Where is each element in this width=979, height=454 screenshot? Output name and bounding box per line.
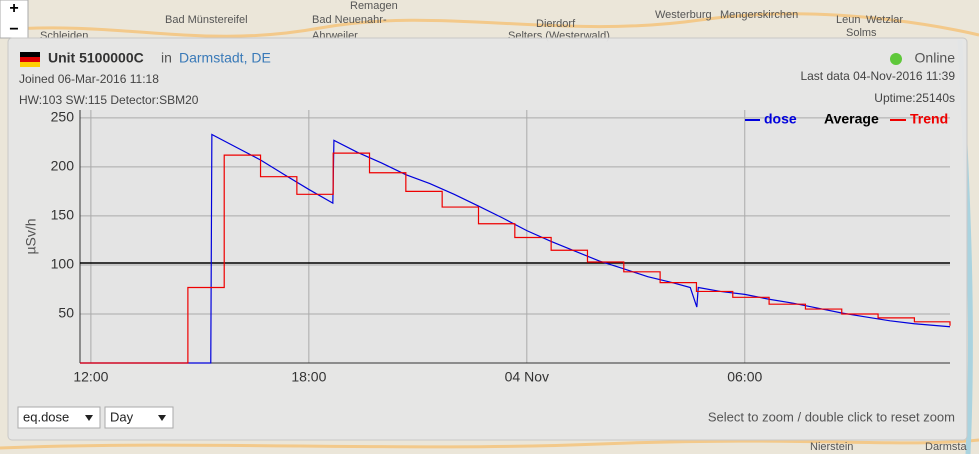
location-link[interactable]: Darmstadt, DE: [179, 50, 271, 66]
dropdown-arrow: [158, 415, 166, 421]
y-tick-label: 250: [51, 109, 75, 125]
chart[interactable]: 50 100 150 200 250 12:00 18:00 04 Nov 06:00 µSv/h…: [23, 109, 951, 385]
map-label: Solms: [846, 27, 877, 39]
period-value: Day: [110, 409, 134, 424]
status: Online: [915, 50, 956, 66]
series-line: [80, 152, 951, 364]
map-label: Remagen: [350, 0, 398, 12]
x-tick-label: 04 Nov: [505, 369, 549, 385]
uptime: Uptime:25140s: [874, 91, 955, 105]
map-label: Bad Münstereifel: [165, 14, 248, 26]
period-select[interactable]: [104, 406, 174, 429]
joined: Joined 06-Mar-2016 11:18: [19, 72, 159, 86]
y-tick-label: 150: [51, 207, 75, 223]
map-label: Bad Neuenahr-: [312, 14, 387, 26]
map-label: Leun: [836, 14, 860, 26]
unit-name: Unit 5100000C: [48, 50, 144, 66]
map-label: Darmsta: [925, 441, 967, 453]
x-tick-label: 06:00: [727, 369, 762, 385]
y-tick-label: 200: [51, 158, 75, 174]
zoom-out[interactable]: −: [9, 21, 18, 38]
hardware: HW:103 SW:115 Detector:SBM20: [19, 93, 199, 107]
measure-value: eq.dose: [23, 409, 69, 424]
legend-label: Average: [824, 111, 879, 127]
zoom-hint: Select to zoom / double click to reset z…: [708, 409, 955, 424]
status-dot: [890, 53, 902, 65]
y-axis-label: µSv/h: [23, 218, 39, 254]
flag: [20, 52, 40, 67]
dropdown-arrow: [85, 415, 93, 421]
in: in: [161, 50, 172, 66]
y-tick-label: 50: [58, 305, 74, 321]
zoom-in[interactable]: +: [9, 0, 18, 17]
y-tick-label: 100: [51, 256, 75, 272]
measure-select[interactable]: [17, 406, 101, 429]
map-road: [0, 12, 979, 38]
map-label: Wetzlar: [866, 14, 903, 26]
map-label: Mengerskirchen: [720, 9, 798, 21]
legend-label: Trend: [910, 111, 948, 127]
zoom-control[interactable]: [0, 0, 29, 39]
last-data: Last data 04-Nov-2016 11:39: [800, 69, 955, 83]
x-tick-label: 18:00: [291, 369, 326, 385]
legend-label: dose: [764, 111, 797, 127]
map-road: [0, 438, 979, 450]
map-label: Dierdorf: [536, 18, 576, 30]
x-tick-label: 12:00: [73, 369, 108, 385]
map-label: Westerburg: [655, 9, 712, 21]
map-label: Nierstein: [810, 441, 853, 453]
